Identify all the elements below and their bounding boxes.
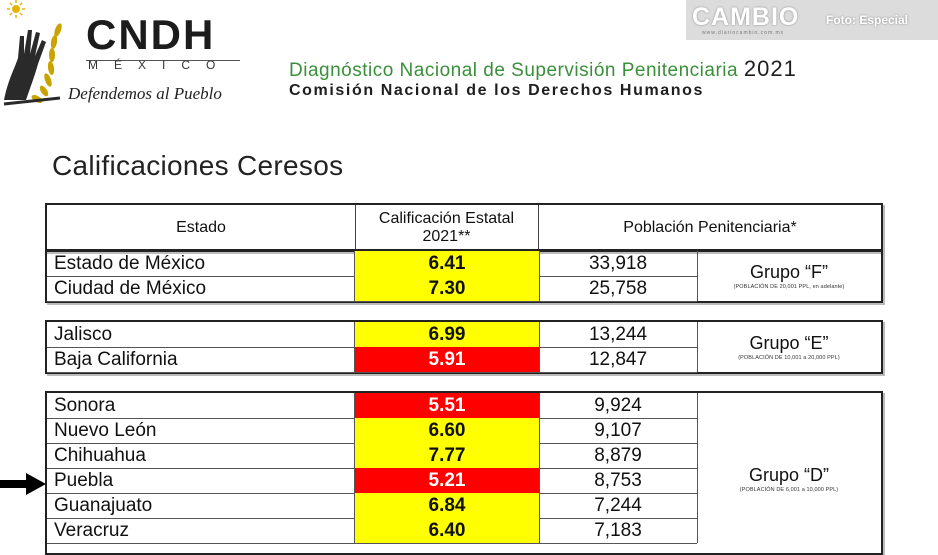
photo-credit: Foto: Especial — [826, 13, 909, 27]
logo-wordmark: CNDH — [86, 11, 216, 58]
cell-calificacion: 5.91 — [355, 347, 540, 372]
arrow-right-icon — [0, 473, 46, 495]
cell-calificacion: 6.41 — [355, 251, 540, 276]
logo-motto: Defendemos al Pueblo — [68, 84, 222, 103]
table-row: Puebla 5.21 8,753 — [47, 468, 698, 494]
watermark-url: www.diariocambio.com.mx — [702, 30, 785, 36]
table-row: Veracruz 6.40 7,183 — [47, 518, 698, 544]
cell-estado: Estado de México — [47, 251, 355, 276]
group-block-e: Jalisco 6.99 13,244 Baja California 5.91 12,8… — [45, 320, 883, 374]
table-row: Estado de México 6.41 33,918 — [47, 251, 698, 277]
cell-calificacion: 6.84 — [355, 493, 540, 518]
table-row: Sonora 5.51 9,924 — [47, 393, 698, 419]
table-row: Jalisco 6.99 13,244 — [47, 322, 698, 348]
header-poblacion: Población Penitenciaria* — [623, 218, 797, 236]
group-note: (POBLACIÓN DE 10,001 a 20,000 PPL) — [738, 355, 840, 361]
cell-poblacion: 7,244 — [539, 493, 698, 518]
watermark-banner: CAMBIO www.diariocambio.com.mx Foto: Esp… — [686, 0, 938, 40]
cell-poblacion: 8,879 — [539, 443, 698, 468]
logo-country: MÉXICO — [88, 58, 232, 72]
group-note: (POBLACIÓN DE 6,001 a 10,000 PPL) — [739, 487, 839, 493]
cell-estado: Veracruz — [47, 518, 355, 543]
cell-calificacion: 7.30 — [355, 276, 540, 301]
cell-poblacion: 12,847 — [539, 347, 698, 372]
cell-calificacion: 6.40 — [355, 518, 540, 543]
group-name: Grupo “F” — [749, 262, 828, 282]
cell-calificacion: 6.99 — [355, 322, 540, 347]
header-calificacion: Calificación Estatal 2021** — [355, 205, 539, 250]
logo-divider — [86, 60, 240, 61]
cell-poblacion: 9,924 — [539, 393, 698, 418]
group-block-f: Estado de México 6.41 33,918 Ciudad de Méxi… — [45, 249, 883, 303]
cell-calificacion: 6.60 — [355, 418, 540, 443]
report-year: 2021 — [743, 56, 797, 81]
cndh-logo-emblem — [3, 0, 62, 106]
group-label: Grupo “D” (POBLACIÓN DE 6,001 a 10,000 PP… — [697, 393, 881, 553]
group-label: Grupo “E” (POBLACIÓN DE 10,001 a 20,000 P… — [697, 322, 881, 372]
cell-estado: Chihuahua — [47, 443, 355, 468]
group-name: Grupo “D” — [748, 465, 829, 485]
cell-estado: Sonora — [47, 393, 355, 418]
cell-calificacion: 7.77 — [355, 443, 540, 468]
report-title: Diagnóstico Nacional de Supervisión Peni… — [289, 56, 797, 82]
section-title: Calificaciones Ceresos — [52, 150, 344, 181]
cell-poblacion: 25,758 — [539, 276, 698, 301]
table-row: Ciudad de México 7.30 25,758 — [47, 276, 698, 302]
cell-poblacion: 33,918 — [539, 251, 698, 276]
institution-name: Comisión Nacional de los Derechos Humano… — [289, 82, 705, 99]
cell-estado: Nuevo León — [47, 418, 355, 443]
table-row: Chihuahua 7.77 8,879 — [47, 443, 698, 469]
table-row: Nuevo León 6.60 9,107 — [47, 418, 698, 444]
group-note: (POBLACIÓN DE 20,001 PPL, en adelante) — [733, 284, 845, 290]
cell-calificacion: 5.21 — [355, 468, 540, 493]
report-title-text: Diagnóstico Nacional de Supervisión Peni… — [289, 60, 739, 81]
header-estado: Estado — [47, 205, 356, 250]
cell-estado: Ciudad de México — [47, 276, 355, 301]
laurel-icon — [31, 23, 62, 103]
cell-estado: Guanajuato — [47, 493, 355, 518]
group-name: Grupo “E” — [749, 333, 829, 353]
sun-icon — [7, 0, 25, 18]
table-row: Guanajuato 6.84 7,244 — [47, 493, 698, 519]
hand-icon — [4, 30, 46, 100]
cell-poblacion: 7,183 — [539, 518, 698, 543]
cell-calificacion: 5.51 — [355, 393, 540, 418]
cell-poblacion: 9,107 — [539, 418, 698, 443]
cell-estado: Baja California — [47, 347, 355, 372]
cell-poblacion: 8,753 — [539, 468, 698, 493]
group-block-d: Sonora 5.51 9,924 Nuevo León 6.60 9,107 Chihua… — [45, 391, 883, 555]
watermark-brand: CAMBIO — [692, 3, 800, 31]
cell-estado: Puebla — [47, 468, 355, 493]
cell-estado: Jalisco — [47, 322, 355, 347]
cell-poblacion: 13,244 — [539, 322, 698, 347]
table-row: Baja California 5.91 12,847 — [47, 347, 698, 373]
table-header: Estado Calificación Estatal 2021** Pobla… — [45, 203, 883, 252]
group-label: Grupo “F” (POBLACIÓN DE 20,001 PPL, en ad… — [697, 251, 881, 301]
